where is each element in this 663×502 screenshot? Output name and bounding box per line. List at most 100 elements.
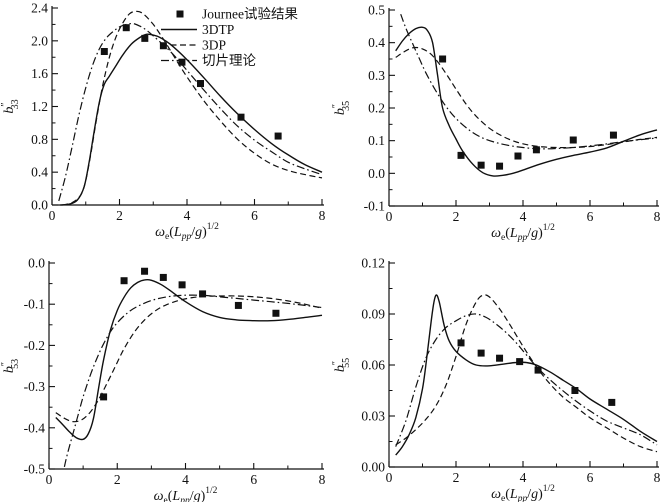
- data-point-square: [477, 349, 485, 357]
- x-axis-title: ωe(Lpp/g)1/2: [154, 486, 218, 502]
- y-tick-label: 0.12: [361, 256, 385, 271]
- data-point-square: [532, 146, 540, 154]
- y-tick-label: 0.03: [361, 409, 385, 424]
- series-strip-theory-line: [395, 313, 658, 447]
- x-axis-title: ωe(Lpp/g)1/2: [155, 222, 219, 242]
- y-tick-label: -0.2: [24, 338, 45, 353]
- y-tick-label: -0.1: [364, 199, 385, 214]
- data-point-square: [477, 161, 485, 169]
- series-3dp-line: [61, 10, 323, 206]
- x-tick-label: 6: [251, 208, 258, 223]
- y-tick-label: 1.6: [31, 66, 48, 81]
- x-tick-label: 0: [386, 470, 393, 485]
- data-point-square: [141, 34, 149, 42]
- y-tick-label: 2.0: [31, 33, 48, 48]
- series-3dp-line: [395, 46, 658, 149]
- data-point-square: [496, 162, 504, 170]
- data-point-square: [159, 273, 167, 281]
- y-tick-label: 0.2: [368, 101, 385, 116]
- x-tick-label: 8: [654, 470, 661, 485]
- data-point-square: [609, 131, 617, 139]
- series-3dtp-line: [55, 278, 323, 441]
- x-axis-title: ωe(Lpp/g)1/2: [491, 484, 555, 502]
- data-point-square: [571, 387, 579, 394]
- series-experiment-squares: [100, 24, 282, 140]
- series-experiment-squares: [100, 267, 280, 401]
- y-tick-label: 2.4: [31, 1, 48, 16]
- plot-b35-canvas: 0 2 4 6 8 -0.1 0.0 0.1 0.2 0.3 0.4 0.5 ωe(Lpp/g)1/2 b…: [331, 0, 663, 251]
- legend-label: Journee试验结果: [202, 7, 298, 22]
- legend-label: 3DP: [202, 38, 226, 53]
- data-point-square: [100, 393, 108, 401]
- data-point-square: [516, 358, 524, 366]
- data-point-square: [141, 267, 149, 275]
- y-tick-label: 0.0: [31, 198, 48, 213]
- plot-b53-canvas: 0 2 4 6 8 -0.5 -0.4 -0.3 -0.2 -0.1 0.0 ωe(Lpp/g)1/2…: [0, 251, 331, 502]
- data-point-square: [457, 151, 465, 159]
- y-tick-label: 0.4: [368, 35, 385, 50]
- data-point-square: [120, 277, 128, 285]
- y-tick-label: 1.2: [31, 99, 48, 114]
- legend-label: 3DTP: [202, 22, 234, 37]
- data-point-square: [274, 132, 282, 140]
- data-point-square: [199, 290, 207, 298]
- y-tick-label: -0.4: [24, 420, 46, 435]
- x-tick-label: 8: [319, 208, 326, 223]
- data-point-square: [439, 55, 447, 63]
- x-axis-title: ωe(Lpp/g)1/2: [491, 223, 555, 243]
- data-point-square: [569, 136, 577, 144]
- series-3dp-line: [395, 294, 658, 453]
- y-axis-title: b″55: [331, 358, 352, 372]
- axes: [51, 6, 324, 206]
- x-tick-label: 8: [319, 472, 326, 487]
- axes: [388, 8, 659, 207]
- y-tick-label: 0.3: [368, 68, 385, 83]
- data-point-square: [237, 113, 245, 121]
- y-tick-label: 0.4: [31, 165, 48, 180]
- x-tick-label: 0: [386, 209, 393, 224]
- y-tick-label: -0.5: [24, 462, 46, 477]
- data-point-square: [178, 58, 186, 66]
- series-experiment-squares: [457, 339, 616, 406]
- x-tick-label: 4: [182, 472, 189, 487]
- subplot-b35: 0 2 4 6 8 -0.1 0.0 0.1 0.2 0.3 0.4 0.5 ωe(Lpp/g)1/2 b…: [331, 0, 663, 251]
- y-tick-label: -0.3: [24, 379, 46, 394]
- x-tick-label: 0: [46, 472, 53, 487]
- x-tick-label: 4: [184, 208, 191, 223]
- data-point-square: [514, 152, 522, 160]
- x-tick-label: 6: [250, 472, 257, 487]
- axes: [48, 261, 324, 470]
- series-3dtp-line: [60, 33, 323, 206]
- x-tick-label: 2: [453, 470, 460, 485]
- subplot-b53: 0 2 4 6 8 -0.5 -0.4 -0.3 -0.2 -0.1 0.0 ωe(Lpp/g)1/2…: [0, 251, 331, 502]
- subplot-b55: 0 2 4 6 8 0.00 0.03 0.06 0.09 0.12 ωe(Lpp/g)1/2 b″5…: [331, 251, 663, 502]
- series-experiment-squares: [439, 55, 617, 170]
- y-tick-label: 0.0: [368, 166, 385, 181]
- data-point-square: [272, 309, 280, 317]
- axes: [388, 261, 659, 468]
- series-3dp-line: [55, 295, 323, 423]
- data-point-square: [496, 354, 504, 362]
- x-tick-label: 0: [49, 208, 56, 223]
- data-point-square: [178, 281, 186, 289]
- data-point-square: [534, 366, 542, 374]
- y-tick-label: 0.0: [28, 256, 45, 271]
- data-point-square: [100, 48, 108, 56]
- data-point-square: [234, 301, 242, 309]
- x-tick-label: 8: [654, 209, 661, 224]
- plot-b55-canvas: 0 2 4 6 8 0.00 0.03 0.06 0.09 0.12 ωe(Lpp/g)1/2 b″5…: [331, 251, 663, 502]
- data-point-square: [197, 80, 204, 88]
- series-3dtp-line: [395, 294, 658, 456]
- legend-square-marker: [176, 10, 184, 18]
- plot-b33-canvas: 0 2 4 6 8 0.0 0.4 0.8 1.2 1.6 2.0 2.4 ωe(Lpp/g)1/2 b″…: [0, 0, 331, 251]
- y-axis-title: b″35: [331, 101, 352, 115]
- y-tick-label: 0.09: [361, 307, 385, 322]
- y-tick-label: 0.5: [368, 3, 385, 18]
- legend-label: 切片理论: [202, 53, 256, 68]
- x-tick-label: 6: [587, 209, 594, 224]
- y-axis-title: b″33: [0, 99, 21, 113]
- x-tick-label: 2: [116, 208, 123, 223]
- y-tick-label: 0.8: [31, 132, 48, 147]
